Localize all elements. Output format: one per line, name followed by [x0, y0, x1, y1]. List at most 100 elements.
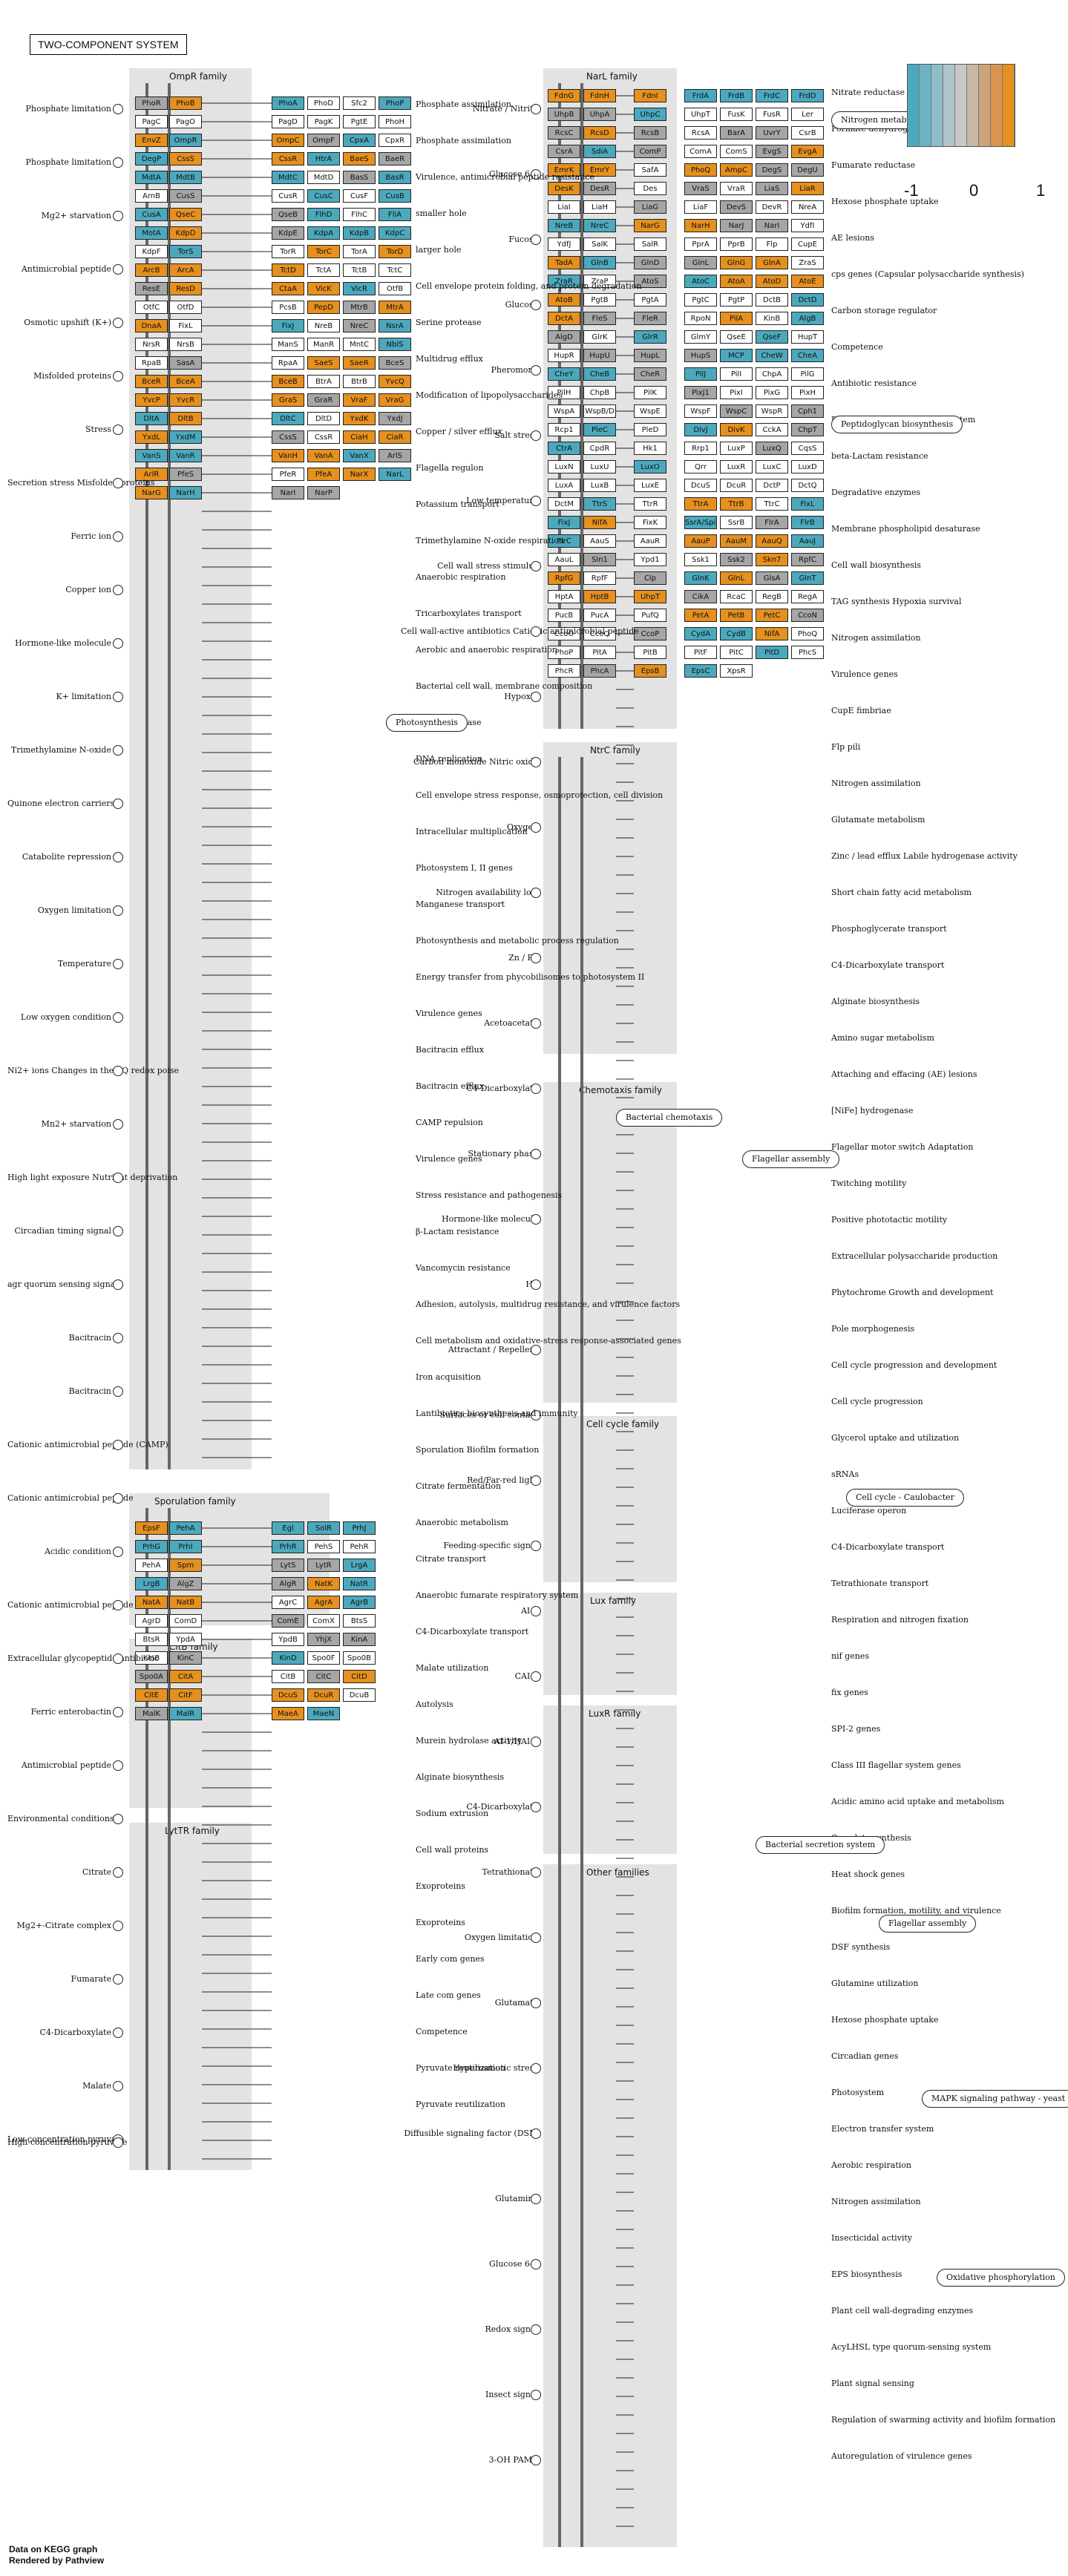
gene-node-rcsb[interactable]: RcsB [634, 126, 666, 140]
gene-node-cupe[interactable]: CupE [791, 237, 824, 251]
gene-node-arnb[interactable]: ArnB [135, 189, 168, 203]
gene-node-pufq[interactable]: PufQ [634, 609, 666, 622]
gene-node-devs[interactable]: DevS [720, 200, 753, 214]
gene-node-phoq[interactable]: PhoQ [684, 163, 717, 177]
gene-node-cheb[interactable]: CheB [583, 367, 616, 381]
gene-node-bcer[interactable]: BceR [135, 375, 168, 388]
gene-node-maea[interactable]: MaeA [272, 1707, 304, 1720]
gene-node-pcsb[interactable]: PcsB [272, 301, 304, 314]
gene-node-fixl[interactable]: FixL [169, 319, 202, 332]
gene-node-pagc[interactable]: PagC [135, 115, 168, 128]
gene-node-citd[interactable]: CitD [343, 1670, 376, 1683]
gene-node-glnl[interactable]: GlnL [684, 256, 717, 269]
gene-node-glnb[interactable]: GlnB [583, 256, 616, 269]
gene-node-wspr[interactable]: WspR [756, 404, 788, 418]
gene-node-yhjx[interactable]: YhjX [307, 1633, 340, 1646]
gene-node-narp[interactable]: NarP [307, 486, 340, 499]
gene-node-ctra[interactable]: CtrA [548, 442, 580, 455]
gene-node-flra[interactable]: FlrA [756, 516, 788, 529]
gene-node-natk[interactable]: NatK [307, 1577, 340, 1590]
gene-node-qsef[interactable]: QseF [756, 330, 788, 344]
gene-node-ydfj[interactable]: YdfJ [548, 237, 580, 251]
gene-node-nata[interactable]: NatA [135, 1596, 168, 1609]
gene-node-nrea[interactable]: NreA [791, 200, 824, 214]
gene-node-wspe[interactable]: WspE [634, 404, 666, 418]
gene-node-nari[interactable]: NarI [756, 219, 788, 232]
gene-node-salk[interactable]: SalK [583, 237, 616, 251]
gene-node-petc[interactable]: PetC [756, 609, 788, 622]
gene-node-vick[interactable]: VicK [307, 282, 340, 295]
gene-node-torc[interactable]: TorC [307, 245, 340, 258]
gene-node-divk[interactable]: DivK [720, 423, 753, 436]
gene-node-desk[interactable]: DesK [548, 182, 580, 195]
gene-node-coma[interactable]: ComA [684, 145, 717, 158]
gene-node-kind[interactable]: KinD [272, 1651, 304, 1665]
gene-node-rcsa[interactable]: RcsA [684, 126, 717, 140]
gene-node-pilg[interactable]: PilG [791, 367, 824, 381]
gene-node-devr[interactable]: DevR [756, 200, 788, 214]
gene-node-degp[interactable]: DegP [135, 152, 168, 165]
gene-node-fdng[interactable]: FdnG [548, 89, 580, 102]
gene-node-spo0b[interactable]: Spo0B [343, 1651, 376, 1665]
gene-node-ctaa[interactable]: CtaA [272, 282, 304, 295]
gene-node-chew[interactable]: CheW [756, 349, 788, 362]
gene-node-comp[interactable]: ComP [634, 145, 666, 158]
gene-node-hptb[interactable]: HptB [583, 590, 616, 603]
gene-node-narx[interactable]: NarX [343, 468, 376, 481]
gene-node-csss[interactable]: CssS [272, 430, 304, 444]
gene-node-cusf[interactable]: CusF [343, 189, 376, 203]
gene-node-luxq[interactable]: LuxQ [756, 442, 788, 455]
gene-node-hpta[interactable]: HptA [548, 590, 580, 603]
gene-node-vana[interactable]: VanA [307, 449, 340, 462]
gene-node-fusr[interactable]: FusR [756, 108, 788, 121]
gene-node-aaur[interactable]: AauR [634, 534, 666, 548]
gene-node-baes[interactable]: BaeS [343, 152, 376, 165]
gene-node-otfb[interactable]: OtfB [379, 282, 411, 295]
gene-node-arlr[interactable]: ArlR [135, 468, 168, 481]
gene-node-pitd[interactable]: PitD [756, 646, 788, 659]
gene-node-kdpd[interactable]: KdpD [169, 226, 202, 240]
gene-node-mdtb[interactable]: MdtB [169, 171, 202, 184]
gene-node-pfer[interactable]: PfeR [272, 468, 304, 481]
gene-node-luxo[interactable]: LuxO [634, 460, 666, 473]
gene-node-flp[interactable]: Flp [756, 237, 788, 251]
gene-node-peta[interactable]: PetA [684, 609, 717, 622]
gene-node-emrk[interactable]: EmrK [548, 163, 580, 177]
gene-node-aaus[interactable]: AauS [583, 534, 616, 548]
gene-node-luxp[interactable]: LuxP [720, 442, 753, 455]
gene-node-pepd[interactable]: PepD [307, 301, 340, 314]
gene-node-glrk[interactable]: GlrK [583, 330, 616, 344]
gene-node-kdpc[interactable]: KdpC [379, 226, 411, 240]
gene-node-agra[interactable]: AgrA [307, 1596, 340, 1609]
gene-node-kinb[interactable]: KinB [756, 312, 788, 325]
gene-node-salr[interactable]: SalR [634, 237, 666, 251]
gene-node-pfea[interactable]: PfeA [307, 468, 340, 481]
gene-node-uhpa[interactable]: UhpA [583, 108, 616, 121]
gene-node-csss[interactable]: CssS [169, 152, 202, 165]
gene-node-ompr[interactable]: OmpR [169, 134, 202, 147]
gene-node-pila[interactable]: PilA [720, 312, 753, 325]
gene-node-phoa[interactable]: PhoA [272, 96, 304, 110]
gene-node-gras[interactable]: GraS [272, 393, 304, 407]
gene-node-qrr[interactable]: Qrr [684, 460, 717, 473]
gene-node-liah[interactable]: LiaH [583, 200, 616, 214]
gene-node-phcs[interactable]: PhcS [791, 646, 824, 659]
gene-node-ciah[interactable]: CiaH [343, 430, 376, 444]
gene-node-tcta[interactable]: TctA [307, 263, 340, 277]
gene-node-narl[interactable]: NarL [379, 468, 411, 481]
gene-node-glnt[interactable]: GlnT [791, 571, 824, 585]
gene-node-phca[interactable]: PhcA [583, 664, 616, 678]
gene-node-phop[interactable]: PhoP [548, 646, 580, 659]
gene-node-bass[interactable]: BasS [343, 171, 376, 184]
gene-node-htra[interactable]: HtrA [307, 152, 340, 165]
pathway-link-bacterial-chemotaxis[interactable]: Bacterial chemotaxis [616, 1109, 723, 1127]
gene-node-mdtd[interactable]: MdtD [307, 171, 340, 184]
gene-node-pixi[interactable]: PixI [720, 386, 753, 399]
gene-node-narh[interactable]: NarH [684, 219, 717, 232]
gene-node-fixl[interactable]: FixL [791, 497, 824, 511]
gene-node-ssk2[interactable]: Ssk2 [720, 553, 753, 566]
gene-node-rpab[interactable]: RpaB [135, 356, 168, 370]
gene-node-narh[interactable]: NarH [169, 486, 202, 499]
gene-node-dctd[interactable]: DctD [791, 293, 824, 307]
gene-node-flia[interactable]: FliA [379, 208, 411, 221]
